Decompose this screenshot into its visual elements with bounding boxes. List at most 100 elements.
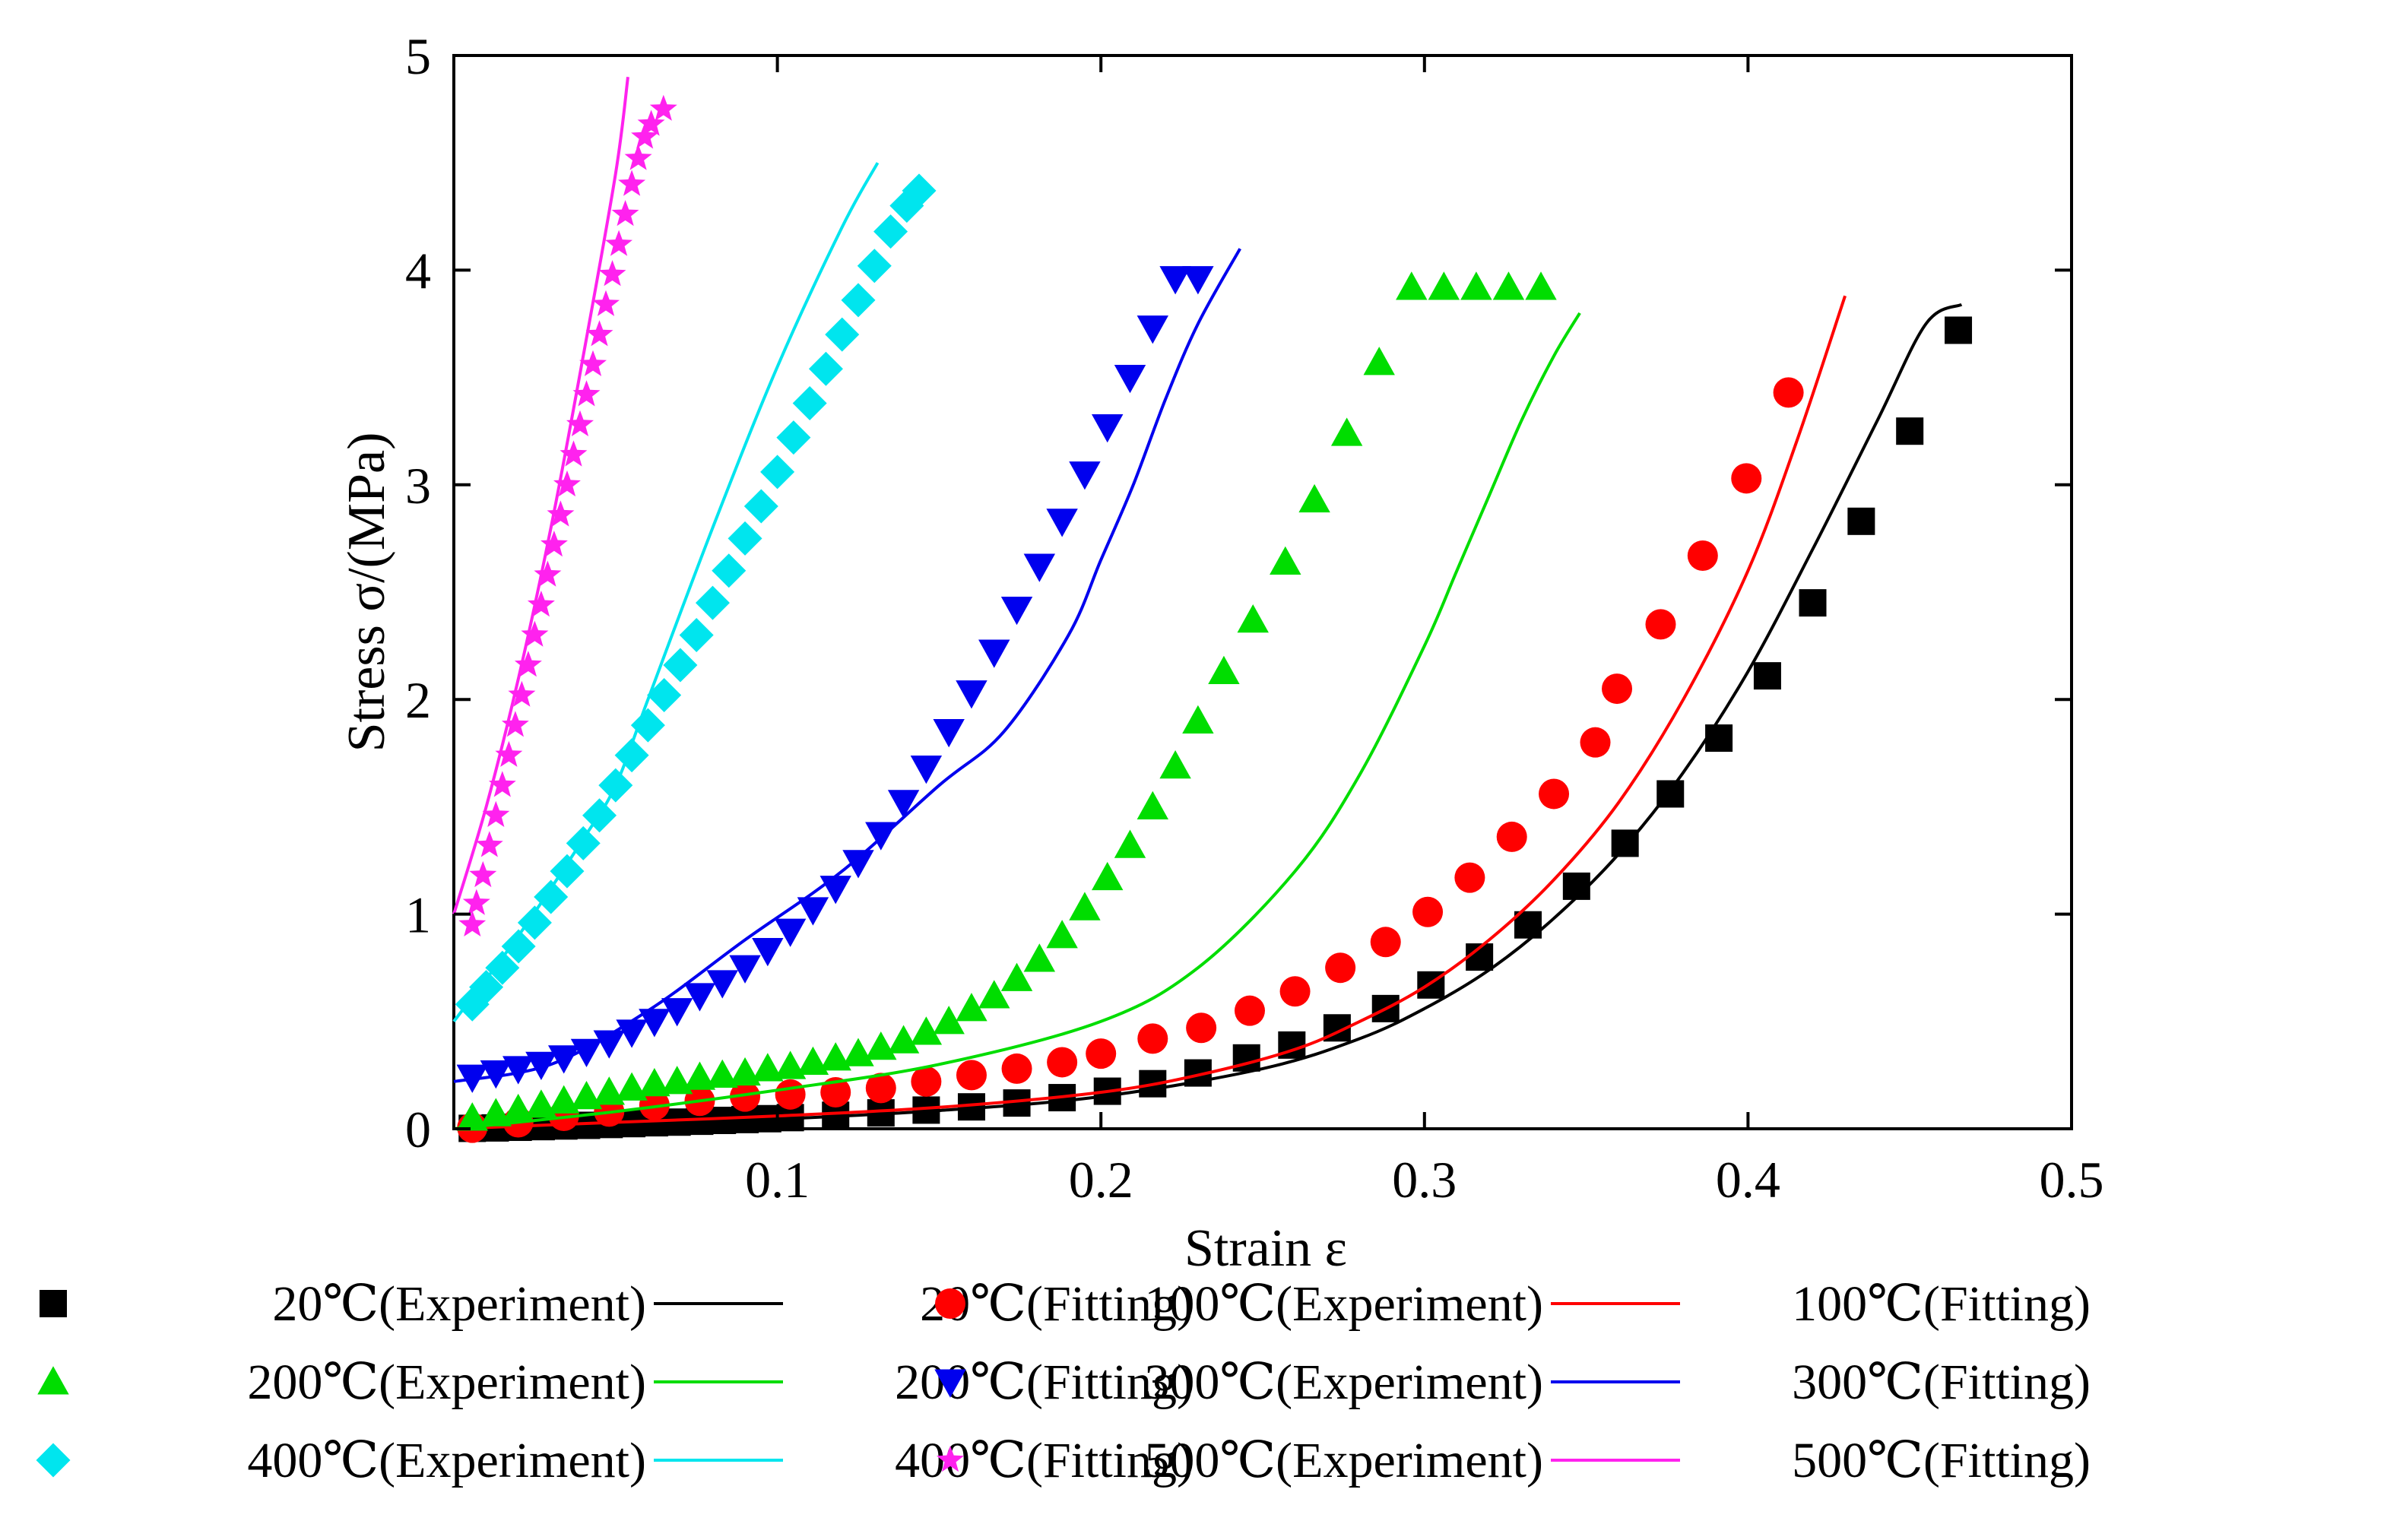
data-point — [663, 648, 698, 683]
data-point — [637, 109, 665, 136]
data-point — [752, 1053, 784, 1082]
data-point — [501, 929, 536, 964]
data-point — [1412, 896, 1444, 927]
y-axis-title: Stress σ/(MPa) — [338, 433, 396, 753]
data-point — [865, 1031, 897, 1060]
data-point — [475, 831, 503, 857]
data-point — [1092, 414, 1124, 443]
data-point — [1279, 976, 1311, 1007]
series-10 — [458, 94, 677, 936]
legend-label: 100℃(Experiment) — [1144, 1276, 1543, 1332]
data-point — [808, 351, 843, 386]
data-point — [1945, 316, 1973, 344]
series-5 — [453, 312, 1581, 1130]
data-point — [570, 1038, 603, 1068]
data-point — [1159, 750, 1191, 779]
data-point — [1539, 778, 1570, 810]
data-point — [776, 420, 811, 455]
data-point — [527, 591, 555, 617]
data-point — [1602, 673, 1633, 705]
data-point — [695, 585, 730, 620]
data-point — [825, 317, 860, 352]
data-point — [956, 1060, 987, 1091]
data-point — [488, 771, 516, 797]
data-point — [1137, 791, 1168, 819]
data-point — [570, 1080, 603, 1110]
data-point — [585, 320, 613, 347]
legend-marker — [36, 1443, 71, 1478]
x-tick-label: 0.5 — [2040, 1151, 2104, 1209]
legend-marker — [40, 1290, 67, 1317]
fit-line — [453, 303, 1963, 1130]
data-point — [857, 249, 892, 284]
data-point — [842, 850, 874, 879]
data-point — [730, 1081, 761, 1112]
data-point — [1370, 927, 1401, 958]
data-point — [887, 1025, 920, 1054]
data-point — [566, 410, 594, 436]
legend-entry: 200℃(Experiment) — [37, 1355, 646, 1410]
legend-label: 20℃(Experiment) — [272, 1276, 646, 1332]
series-layer — [452, 76, 1973, 1143]
data-point — [480, 1060, 512, 1089]
data-point — [661, 998, 693, 1027]
data-point — [774, 918, 807, 947]
data-point — [683, 983, 716, 1012]
data-point — [1092, 861, 1124, 891]
legend-entry: 400℃(Experiment) — [36, 1433, 646, 1488]
data-point — [661, 1066, 693, 1095]
data-point — [1001, 1053, 1032, 1084]
legend-marker — [37, 1366, 69, 1395]
data-point — [560, 440, 588, 467]
data-point — [1182, 705, 1214, 734]
data-point — [1000, 597, 1033, 626]
data-point — [649, 94, 677, 121]
data-point — [1023, 553, 1056, 582]
series-11 — [452, 76, 629, 915]
data-point — [501, 711, 529, 737]
data-point — [1705, 724, 1733, 753]
data-point — [534, 879, 569, 914]
data-point — [1137, 1023, 1168, 1054]
plot-area: 0.1 0.2 0.3 0.4 0.5 0 1 2 3 4 5 — [405, 27, 2104, 1209]
data-point — [1047, 1047, 1078, 1078]
data-point — [842, 1038, 874, 1066]
legend-label: 20℃(Fitting) — [920, 1276, 1194, 1332]
plot-frame — [452, 54, 2073, 1130]
data-point — [1046, 920, 1078, 949]
data-point — [956, 993, 988, 1022]
data-point — [525, 1089, 557, 1118]
series-6 — [456, 266, 1214, 1093]
data-point — [598, 260, 626, 287]
data-point — [639, 1089, 670, 1120]
y-tick-label: 0 — [405, 1101, 431, 1158]
data-point — [611, 200, 639, 227]
data-point — [1069, 892, 1101, 921]
data-point — [797, 1046, 829, 1076]
data-point — [760, 455, 795, 490]
data-point — [508, 680, 536, 707]
data-point — [1000, 962, 1033, 991]
y-tick-label: 2 — [405, 671, 431, 729]
legend-label: 500℃(Experiment) — [1144, 1433, 1543, 1488]
data-point — [1525, 271, 1557, 300]
data-point — [616, 1072, 648, 1101]
fit-line — [453, 312, 1581, 1130]
data-point — [729, 955, 761, 984]
data-point — [728, 521, 762, 556]
data-point — [819, 1042, 851, 1071]
data-point — [1159, 266, 1191, 295]
tick-layer: 0.1 0.2 0.3 0.4 0.5 0 1 2 3 4 5 — [405, 27, 2104, 1209]
data-point — [1363, 347, 1395, 375]
data-point — [624, 144, 652, 170]
data-point — [1580, 727, 1611, 758]
data-point — [1069, 461, 1101, 490]
data-point — [712, 553, 747, 588]
data-point — [1773, 377, 1804, 408]
data-point — [458, 910, 487, 936]
series-1 — [453, 303, 1963, 1130]
data-point — [592, 290, 620, 316]
data-point — [1396, 271, 1428, 300]
data-point — [1137, 315, 1168, 344]
